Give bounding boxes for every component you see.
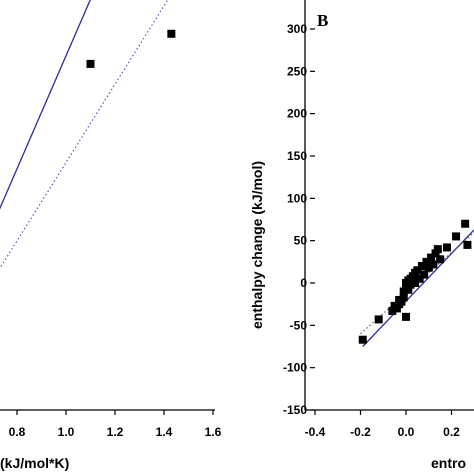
panel-a-solid-fit-line [0, 0, 91, 210]
panel-b-data-point [452, 232, 461, 241]
panel-b-y-tick-label: 0 [300, 276, 307, 290]
panel-b-data-point [463, 240, 472, 249]
panel-a: 0.8 1.0 1.2 1.4 1.6 (kJ/mol*K) [0, 0, 222, 471]
panel-a-x-axis-label: (kJ/mol*K) [0, 455, 69, 471]
panel-a-x-tick-label: 1.2 [107, 425, 124, 439]
panel-b-x-ticks: -0.4 -0.2 0.0 0.2 [305, 410, 460, 439]
panel-b-fit-lines [360, 229, 474, 347]
panel-a-x-ticks: 0.8 1.0 1.2 1.4 1.6 [9, 410, 222, 439]
panel-b-y-axis-label: enthalpy change (kJ/mol) [249, 161, 265, 329]
panel-b-y-tick-label: 200 [287, 107, 307, 121]
panel-a-x-tick-label: 1.6 [205, 425, 222, 439]
panel-b-data-point [404, 285, 413, 294]
panel-b-x-tick-label: -0.4 [305, 425, 326, 439]
panel-a-data-point [86, 59, 95, 68]
panel-a-data-point [167, 29, 176, 38]
panel-b-data-point [413, 266, 422, 275]
panel-b-y-tick-label: -100 [283, 361, 307, 375]
panel-b-data-point [422, 257, 431, 266]
panel-b-data-point [402, 312, 410, 321]
panel-b-data-point [411, 279, 420, 287]
panel-b-data-point [406, 280, 415, 289]
panel-b-y-tick-label: 300 [287, 22, 307, 36]
panel-b-data-point [388, 306, 397, 315]
panel-b-x-tick-label: 0.2 [443, 425, 460, 439]
panel-b-y-tick-label: 100 [287, 191, 307, 205]
panel-b-data-point [420, 270, 429, 279]
panel-b-solid-fit-line [362, 229, 474, 347]
panel-b-data-point [399, 287, 408, 296]
panel-b-y-ticks: -150 -100 -50 0 50 100 150 200 250 300 [283, 22, 315, 417]
panel-b-data-point [431, 249, 440, 258]
panel-b-y-tick-label: 250 [287, 64, 307, 78]
panel-b-data-point [427, 253, 436, 262]
panel-b-data-point [461, 219, 470, 228]
panel-b-data-point [392, 304, 401, 313]
panel-a-fit-lines [0, 0, 169, 270]
panel-b-data-point [417, 262, 426, 271]
panel-b-data-point [415, 274, 424, 283]
panel-b-y-tick-label: -150 [283, 403, 307, 417]
panel-a-dotted-fit-line [0, 0, 169, 270]
panel-b-data-point [436, 255, 445, 264]
panel-b-label: B [317, 11, 328, 30]
panel-b-data-point [442, 243, 451, 252]
panel-b-data-point [399, 293, 408, 302]
panel-b: -150 -100 -50 0 50 100 150 200 250 300 -0.4 -0.2 0.… [249, 0, 474, 471]
panel-b-y-tick-label: 50 [294, 234, 308, 248]
panel-b-x-tick-label: -0.2 [350, 425, 371, 439]
panel-b-x-axis-label: entro [431, 455, 466, 471]
panel-b-data-point [397, 297, 406, 306]
panel-a-x-tick-label: 1.4 [156, 425, 173, 439]
panel-b-data-point [429, 260, 438, 269]
panel-b-y-tick-label: -50 [290, 318, 308, 332]
panel-b-data-point [424, 263, 433, 272]
panel-a-x-tick-label: 1.0 [58, 425, 75, 439]
panel-b-data-point [433, 245, 442, 254]
panel-a-x-tick-label: 0.8 [9, 425, 26, 439]
panel-a-points [86, 29, 176, 68]
panel-b-data-point [358, 335, 367, 344]
panel-b-data-point [374, 315, 383, 324]
panel-b-points [358, 219, 472, 344]
panel-b-x-tick-label: 0.0 [398, 425, 415, 439]
panel-b-y-tick-label: 150 [287, 149, 307, 163]
